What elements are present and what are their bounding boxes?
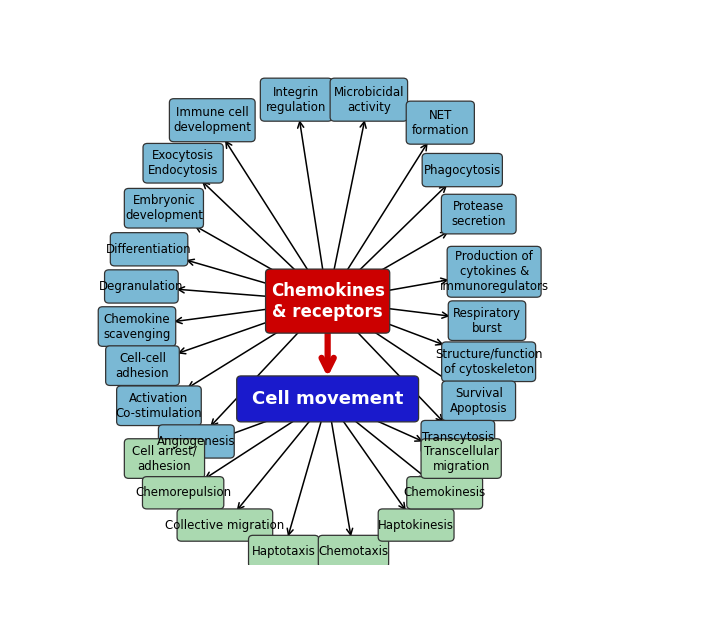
Text: Chemokines
& receptors: Chemokines & receptors [271, 282, 384, 321]
Text: Survival
Apoptosis: Survival Apoptosis [450, 387, 508, 415]
Text: Chemokine
scavenging: Chemokine scavenging [104, 312, 171, 340]
FancyBboxPatch shape [143, 477, 224, 509]
FancyBboxPatch shape [249, 535, 319, 568]
Text: Differentiation: Differentiation [106, 243, 192, 256]
Text: Chemokinesis: Chemokinesis [403, 486, 486, 499]
Text: Chemotaxis: Chemotaxis [318, 545, 389, 558]
FancyBboxPatch shape [406, 101, 474, 144]
FancyBboxPatch shape [407, 477, 483, 509]
FancyBboxPatch shape [448, 301, 526, 340]
FancyBboxPatch shape [330, 78, 408, 121]
Text: Structure/function
of cytoskeleton: Structure/function of cytoskeleton [435, 348, 542, 376]
FancyBboxPatch shape [421, 420, 495, 453]
FancyBboxPatch shape [124, 189, 203, 228]
FancyBboxPatch shape [104, 270, 178, 303]
Text: Phagocytosis: Phagocytosis [424, 164, 501, 177]
Text: Exocytosis
Endocytosis: Exocytosis Endocytosis [148, 149, 218, 177]
Text: Chemorepulsion: Chemorepulsion [135, 486, 231, 499]
Text: Respiratory
burst: Respiratory burst [453, 307, 521, 335]
Text: Embryonic
development: Embryonic development [125, 194, 203, 222]
FancyBboxPatch shape [318, 535, 389, 568]
Text: Activation
Co-stimulation: Activation Co-stimulation [116, 392, 202, 420]
Text: Cell movement: Cell movement [252, 390, 403, 408]
Text: Collective migration: Collective migration [165, 519, 284, 531]
FancyBboxPatch shape [442, 194, 516, 234]
FancyBboxPatch shape [169, 98, 255, 142]
FancyBboxPatch shape [124, 439, 205, 478]
Text: Microbicidal
activity: Microbicidal activity [334, 86, 404, 114]
Text: Protease
secretion: Protease secretion [452, 200, 506, 228]
FancyBboxPatch shape [117, 386, 201, 425]
Text: Haptokinesis: Haptokinesis [378, 519, 454, 531]
FancyBboxPatch shape [106, 346, 179, 385]
Text: Production of
cytokines &
immunoregulators: Production of cytokines & immunoregulato… [440, 250, 549, 293]
FancyBboxPatch shape [177, 509, 273, 541]
FancyBboxPatch shape [266, 269, 390, 333]
FancyBboxPatch shape [237, 376, 418, 422]
FancyBboxPatch shape [111, 232, 188, 266]
Text: Transcytosis: Transcytosis [422, 431, 494, 443]
FancyBboxPatch shape [378, 509, 454, 541]
FancyBboxPatch shape [421, 439, 501, 478]
FancyBboxPatch shape [158, 425, 234, 458]
FancyBboxPatch shape [447, 246, 541, 297]
FancyBboxPatch shape [260, 78, 333, 121]
Text: Immune cell
development: Immune cell development [173, 106, 251, 134]
FancyBboxPatch shape [143, 144, 223, 183]
Text: Angiogenesis: Angiogenesis [157, 435, 235, 448]
FancyBboxPatch shape [422, 154, 503, 187]
Text: Transcellular
migration: Transcellular migration [424, 444, 498, 472]
Text: Degranulation: Degranulation [99, 280, 184, 293]
FancyBboxPatch shape [99, 307, 176, 346]
Text: Cell arrest/
adhesion: Cell arrest/ adhesion [132, 444, 197, 472]
FancyBboxPatch shape [442, 342, 535, 382]
Text: Cell-cell
adhesion: Cell-cell adhesion [116, 352, 169, 380]
Text: Haptotaxis: Haptotaxis [252, 545, 316, 558]
Text: Integrin
regulation: Integrin regulation [266, 86, 327, 114]
FancyBboxPatch shape [442, 381, 515, 420]
Text: NET
formation: NET formation [411, 109, 469, 137]
